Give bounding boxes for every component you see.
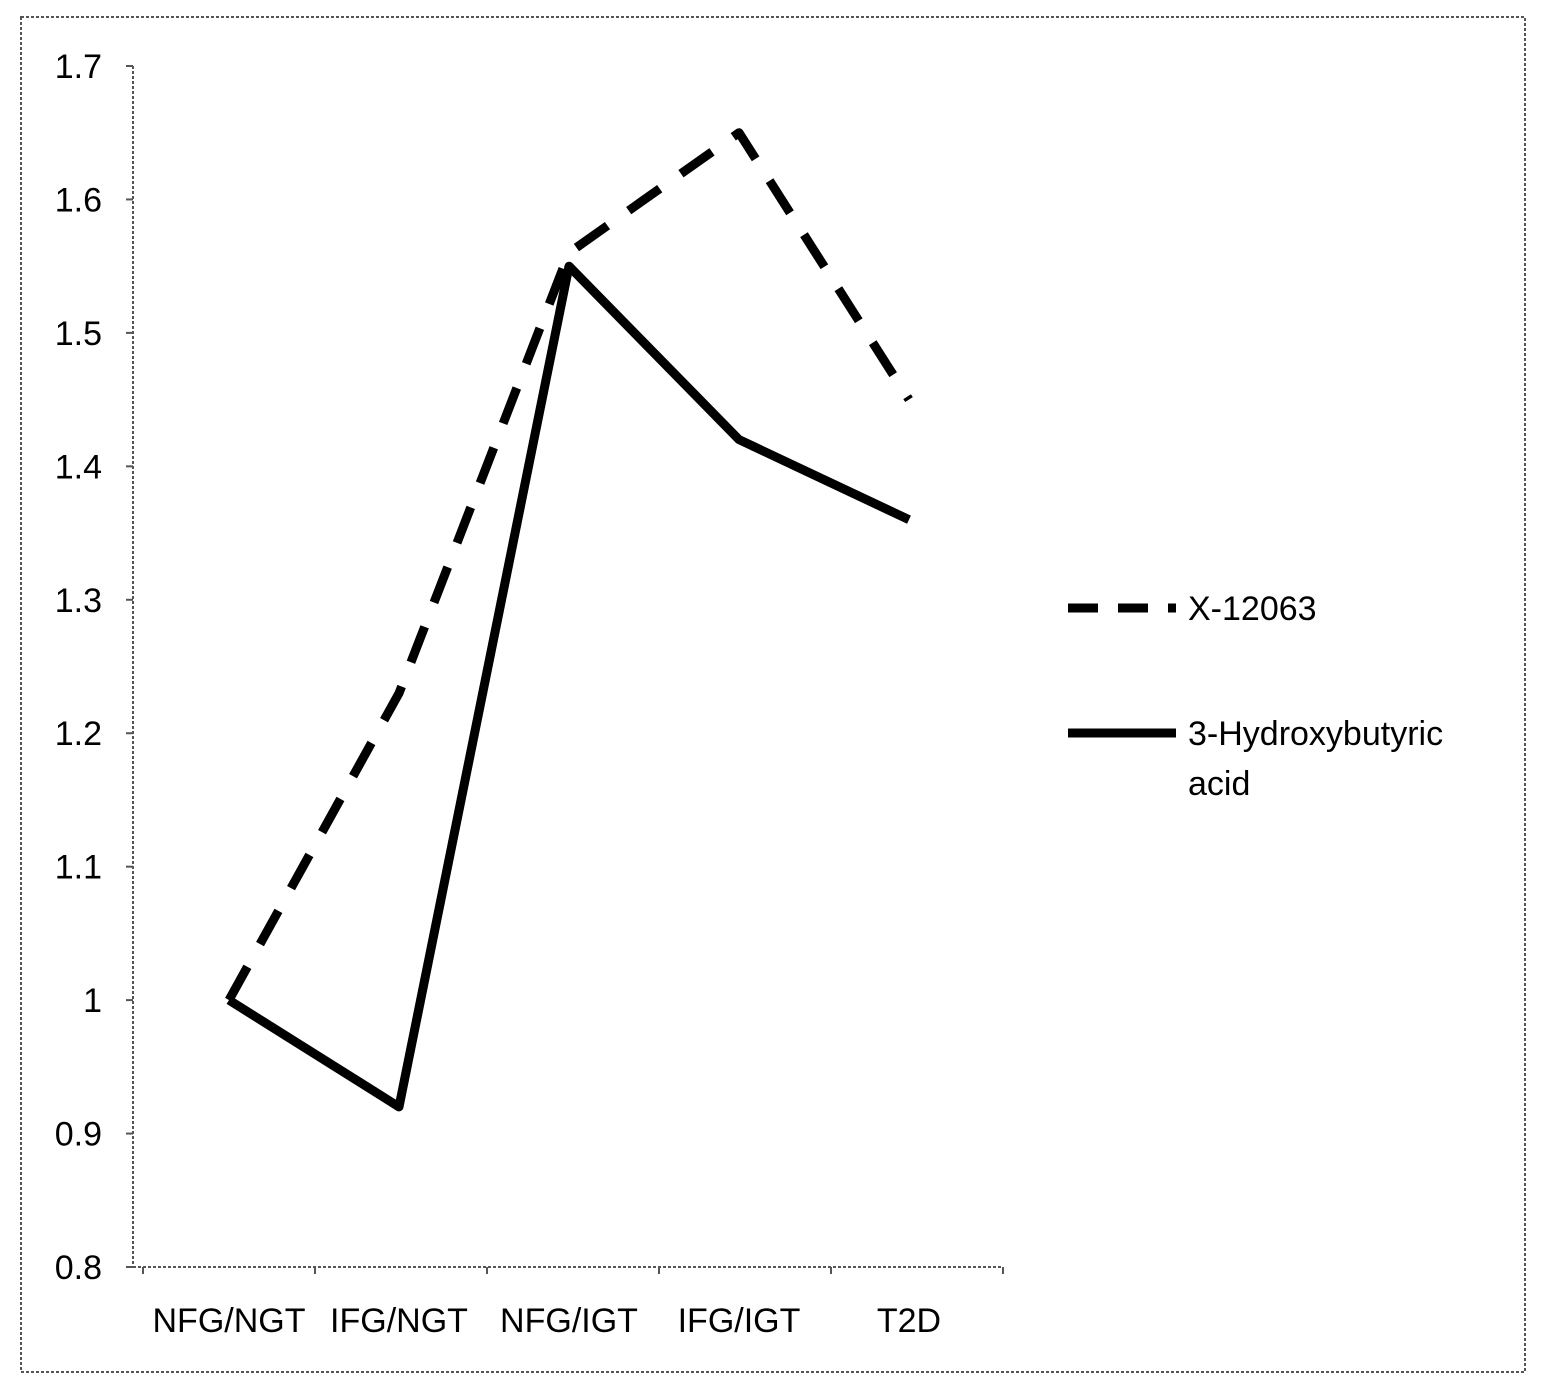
y-tick-label: 1.1 <box>55 849 102 887</box>
series-lines <box>225 128 913 1112</box>
y-tick-label: 1.6 <box>55 181 102 219</box>
legend-label: X-12063 <box>1188 590 1317 628</box>
legend-label: acid <box>1188 765 1250 803</box>
axes <box>126 65 1004 1274</box>
tick-labels: 0.8 0.9 1 1.1 1.2 1.3 1.4 1.5 1.6 1.7 NFG/NGT IFG/N… <box>55 48 941 1340</box>
x-tick-label: NFG/IGT <box>500 1302 638 1340</box>
x-tick-label: IFG/IGT <box>678 1302 801 1340</box>
y-tick-label: 0.8 <box>55 1249 102 1287</box>
y-tick-label: 1.5 <box>55 315 102 353</box>
legend: X-12063 3-Hydroxybutyric acid <box>1068 590 1443 803</box>
y-tick-label: 1.4 <box>55 448 102 486</box>
series-line-3-hydroxybutyric-acid <box>226 261 911 1112</box>
chart-border <box>20 16 1526 1373</box>
x-tick-label: IFG/NGT <box>330 1302 468 1340</box>
x-tick-label: T2D <box>877 1302 941 1340</box>
legend-label: 3-Hydroxybutyric <box>1188 715 1443 753</box>
x-tick-label: NFG/NGT <box>153 1302 306 1340</box>
y-tick-label: 1.3 <box>55 582 102 620</box>
y-tick-label: 1 <box>83 982 102 1020</box>
y-tick-label: 1.2 <box>55 715 102 753</box>
y-tick-label: 1.7 <box>55 48 102 86</box>
y-tick-label: 0.9 <box>55 1116 102 1154</box>
